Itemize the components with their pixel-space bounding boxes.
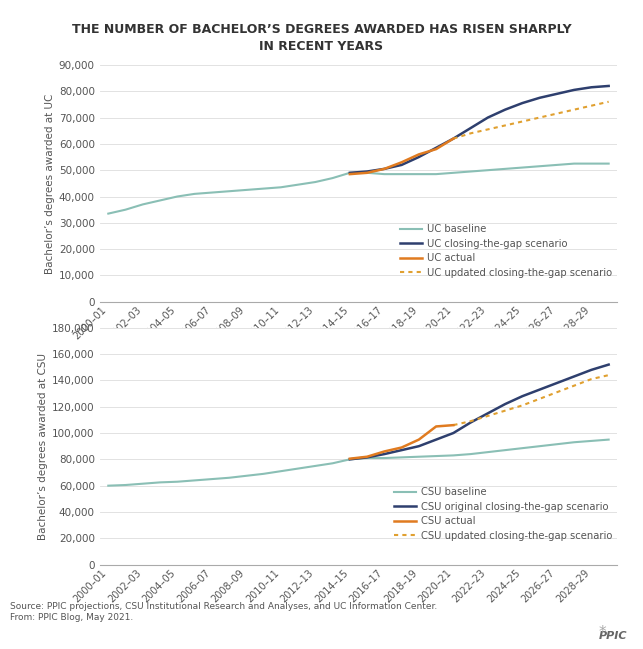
Y-axis label: Bachelor’s degrees awarded at UC: Bachelor’s degrees awarded at UC	[44, 93, 55, 273]
Legend: CSU baseline, CSU original closing-the-gap scenario, CSU actual, CSU updated clo: CSU baseline, CSU original closing-the-g…	[394, 487, 612, 541]
Text: *: *	[599, 625, 606, 640]
Y-axis label: Bachelor’s degrees awarded at CSU: Bachelor’s degrees awarded at CSU	[38, 352, 48, 540]
Legend: UC baseline, UC closing-the-gap scenario, UC actual, UC updated closing-the-gap : UC baseline, UC closing-the-gap scenario…	[400, 225, 612, 278]
Text: Source: PPIC projections, CSU Institutional Research and Analyses, and UC Inform: Source: PPIC projections, CSU Institutio…	[10, 602, 437, 611]
Text: From: PPIC Blog, May 2021.: From: PPIC Blog, May 2021.	[10, 613, 133, 622]
Text: THE NUMBER OF BACHELOR’S DEGREES AWARDED HAS RISEN SHARPLY
IN RECENT YEARS: THE NUMBER OF BACHELOR’S DEGREES AWARDED…	[71, 23, 572, 53]
Text: PPIC: PPIC	[599, 631, 627, 641]
